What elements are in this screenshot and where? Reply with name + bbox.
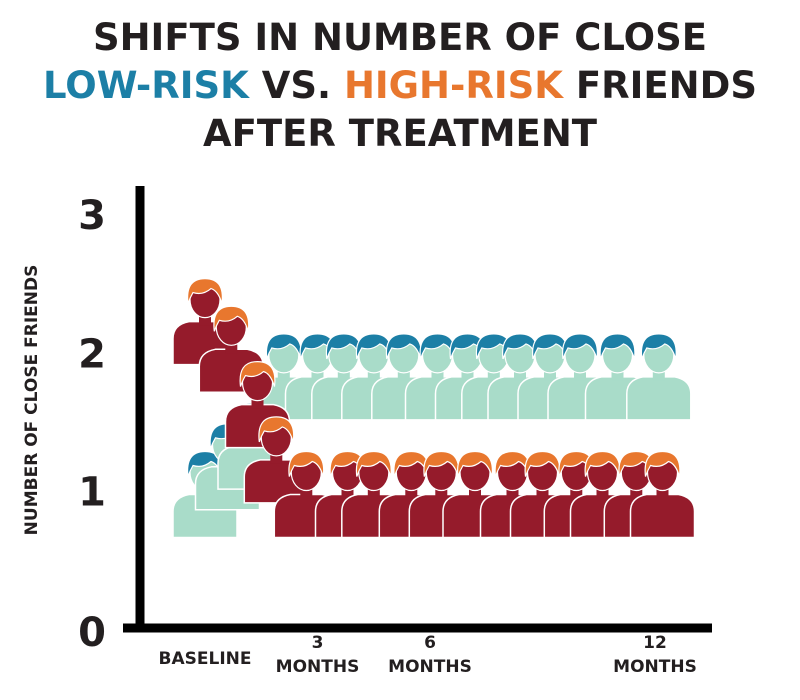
person-neck	[367, 371, 380, 381]
person-neck	[225, 344, 238, 354]
x-tick-label-line: MONTHS	[388, 657, 472, 677]
person-neck	[630, 489, 643, 499]
person-neck	[337, 371, 350, 381]
person-neck	[431, 371, 444, 381]
person-hair	[239, 361, 276, 387]
person-neck	[652, 371, 665, 381]
person-hair	[187, 278, 223, 304]
person-neck	[461, 371, 474, 381]
title-line-3: AFTER TREATMENT	[202, 112, 598, 155]
person-hair	[457, 450, 493, 477]
person-neck	[270, 454, 283, 464]
person-neck	[311, 371, 324, 381]
person-neck	[405, 489, 418, 499]
person-neck	[277, 371, 290, 381]
person-hair	[288, 450, 325, 477]
low-risk-person	[626, 333, 692, 421]
person-hair	[599, 333, 636, 360]
person-neck	[251, 399, 264, 409]
title-line-1: SHIFTS IN NUMBER OF CLOSE	[92, 16, 708, 59]
x-tick-label-2: 6 MONTHS	[388, 633, 472, 677]
person-neck	[199, 316, 211, 326]
x-tick-label-line: MONTHS	[276, 657, 360, 677]
chart-title: SHIFTS IN NUMBER OF CLOSE LOW-RISK VS. H…	[0, 14, 800, 158]
person-neck	[536, 489, 549, 499]
person-hair	[640, 333, 677, 360]
person-hair	[385, 333, 422, 360]
title-high-risk: HIGH-RISK	[343, 64, 563, 107]
person-neck	[514, 371, 526, 381]
person-neck	[367, 489, 380, 499]
y-axis-label: NUMBER OF CLOSE FRIENDS	[22, 265, 42, 536]
person-neck	[574, 371, 586, 381]
person-hair	[213, 305, 250, 332]
person-neck	[469, 489, 481, 499]
person-neck	[570, 489, 583, 499]
title-friends: FRIENDS	[562, 64, 757, 107]
x-tick-label-line: MONTHS	[613, 657, 697, 677]
person-body	[629, 493, 696, 539]
person-neck	[487, 371, 500, 381]
person-hair	[355, 450, 392, 477]
x-tick-label-1: 3 MONTHS	[276, 633, 360, 677]
person-neck	[544, 371, 556, 381]
x-tick-label-line: 6	[424, 633, 436, 653]
x-tick-label-3: 12 MONTHS	[613, 633, 697, 677]
person-hair	[423, 450, 460, 477]
x-tick-label-line: 3	[312, 633, 324, 653]
y-tick-label-2: 2	[78, 331, 106, 377]
x-tick-label-line: BASELINE	[159, 649, 252, 669]
person-neck	[341, 489, 354, 499]
x-tick-label-0: BASELINE	[159, 649, 252, 669]
person-hair	[524, 450, 561, 477]
person-neck	[596, 489, 609, 499]
title-low-risk: LOW-RISK	[43, 64, 249, 107]
high-risk-series	[172, 278, 696, 539]
person-neck	[397, 371, 410, 381]
person-neck	[435, 489, 448, 499]
person-body	[626, 376, 692, 421]
person-hair	[265, 333, 302, 360]
high-risk-person	[273, 450, 340, 539]
y-tick-label-3: 3	[78, 193, 106, 239]
person-neck	[656, 489, 669, 499]
title-vs: VS.	[248, 64, 344, 107]
y-tick-label-1: 1	[78, 470, 106, 516]
person-hair	[562, 333, 598, 360]
person-hair	[258, 416, 295, 443]
person-hair	[584, 450, 621, 477]
high-risk-person	[629, 450, 696, 539]
person-hair	[644, 450, 681, 477]
person-neck	[611, 371, 624, 381]
y-tick-label-0: 0	[78, 610, 106, 656]
x-tick-label-line: 12	[643, 633, 667, 653]
person-neck	[300, 489, 313, 499]
low-risk-series	[172, 333, 692, 539]
title-line-2: LOW-RISK VS. HIGH-RISK FRIENDS	[0, 62, 800, 110]
person-neck	[506, 489, 519, 499]
